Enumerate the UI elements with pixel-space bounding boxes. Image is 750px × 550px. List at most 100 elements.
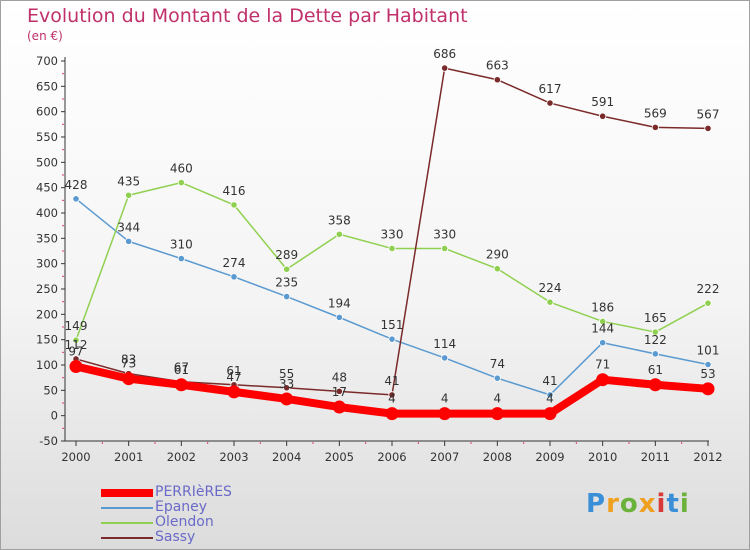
logo-letter: r (606, 489, 620, 519)
data-label: 53 (700, 367, 715, 381)
data-point (335, 387, 343, 395)
x-tick-label: 2000 (61, 450, 90, 464)
legend-swatch-sassy (101, 537, 153, 539)
logo-letter: P (586, 489, 607, 519)
data-label: 83 (121, 353, 136, 367)
data-label: 567 (697, 107, 720, 121)
logo-letter: o (619, 489, 639, 519)
legend-swatch-olendon (101, 522, 153, 524)
y-tick-label: 400 (36, 206, 58, 220)
data-label: 114 (433, 337, 456, 351)
data-point (701, 382, 715, 396)
data-point (599, 339, 607, 347)
legend-swatch-perrieres (101, 489, 153, 497)
data-label: 235 (275, 276, 298, 290)
y-tick-label: 650 (36, 79, 58, 93)
data-label: 617 (539, 82, 562, 96)
legend-label-epaney: Epaney (155, 499, 208, 515)
y-tick-label: 700 (36, 54, 58, 68)
data-label: 4 (441, 392, 449, 406)
data-label: 428 (65, 178, 88, 192)
data-label: 33 (279, 377, 294, 391)
data-point (704, 360, 712, 369)
legend-label-olendon: Olendon (155, 514, 214, 530)
legend-item-sassy: Sassy (101, 529, 321, 545)
data-label: 61 (648, 363, 663, 377)
chart-title: Evolution du Montant de la Dette par Hab… (27, 5, 468, 27)
data-point (385, 407, 399, 421)
data-point (493, 76, 501, 84)
data-label: 97 (68, 345, 83, 359)
data-point (227, 385, 241, 399)
data-label: 122 (644, 333, 667, 347)
data-point (230, 273, 238, 281)
series-lines (69, 64, 715, 421)
data-label: 17 (332, 385, 347, 399)
logo-letter: i (656, 489, 667, 519)
data-point (69, 360, 83, 374)
y-tick-label: 200 (36, 307, 58, 321)
data-label: 274 (223, 256, 246, 270)
data-point (388, 244, 396, 253)
data-point (335, 313, 343, 321)
data-point (704, 124, 712, 132)
data-point (546, 99, 554, 107)
data-point (283, 265, 291, 273)
y-tick-label: 300 (36, 257, 58, 271)
data-point (441, 354, 449, 362)
y-tick-label: 350 (36, 231, 58, 245)
legend-item-olendon: Olendon (101, 514, 321, 530)
data-label: 55 (279, 367, 294, 381)
data-label: 4 (494, 392, 502, 406)
data-point (335, 230, 343, 238)
data-label: 460 (170, 162, 193, 176)
data-point (441, 244, 449, 253)
legend-label-sassy: Sassy (155, 529, 196, 545)
legend-item-epaney: Epaney (101, 499, 321, 515)
x-tick-label: 2007 (430, 450, 459, 464)
legend-swatch-epaney (101, 507, 153, 509)
data-label: 289 (275, 248, 298, 262)
data-label: 330 (433, 227, 456, 241)
data-label: 358 (328, 213, 351, 227)
y-tick-label: 600 (36, 105, 58, 119)
data-label: 186 (591, 300, 614, 314)
y-tick-label: -50 (39, 434, 58, 448)
x-tick-label: 2005 (325, 450, 354, 464)
x-tick-label: 2001 (114, 450, 143, 464)
data-label: 47 (226, 370, 241, 384)
proxiti-logo: Proxiti (586, 489, 690, 519)
logo-letter: t (666, 489, 680, 519)
data-label: 112 (65, 338, 88, 352)
data-label: 435 (117, 174, 140, 188)
data-point (596, 373, 610, 387)
x-tick-label: 2004 (272, 450, 301, 464)
data-label: 290 (486, 248, 509, 262)
data-label: 61 (226, 364, 241, 378)
data-label: 61 (174, 363, 189, 377)
data-point (493, 265, 501, 273)
data-point (651, 350, 659, 358)
data-point (546, 298, 554, 306)
value-labels: 428 344 310 274 235 194 151 114 74 41 144 122 101 149… (65, 47, 720, 406)
data-point (388, 335, 396, 343)
data-point (174, 378, 188, 392)
data-label: 4 (388, 392, 396, 406)
data-point (283, 384, 291, 392)
data-point (493, 374, 501, 382)
y-tick-label: 500 (36, 155, 58, 169)
data-point (230, 201, 238, 209)
data-label: 48 (332, 370, 347, 384)
series-line-2 (75, 181, 709, 341)
data-label: 416 (223, 184, 246, 198)
y-tick-label: 550 (36, 130, 58, 144)
data-label: 591 (591, 95, 614, 109)
data-point (332, 400, 346, 414)
data-point (490, 407, 504, 421)
data-point (543, 407, 557, 421)
data-label: 310 (170, 238, 193, 252)
unit-label: (en €) (27, 29, 63, 43)
data-label: 344 (117, 220, 140, 234)
legend-label-perrieres: PERRIèRES (155, 484, 232, 500)
